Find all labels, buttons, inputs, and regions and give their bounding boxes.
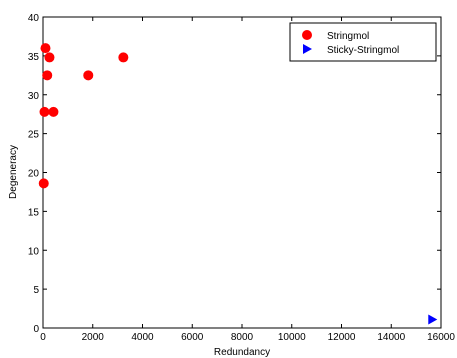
x-tick-label: 4000 bbox=[131, 332, 154, 343]
x-tick-label: 12000 bbox=[328, 332, 356, 343]
y-tick-label: 10 bbox=[28, 246, 40, 257]
y-tick-label: 15 bbox=[28, 207, 40, 218]
x-tick-label: 8000 bbox=[231, 332, 254, 343]
series-0-point bbox=[118, 52, 129, 63]
y-tick-label: 20 bbox=[28, 169, 40, 180]
y-tick-label: 5 bbox=[33, 285, 39, 296]
legend-label-1: Sticky-Stringmol bbox=[327, 45, 399, 56]
x-tick-label: 6000 bbox=[181, 332, 204, 343]
series-1-point bbox=[428, 314, 438, 325]
x-axis-label: Redundancy bbox=[214, 347, 270, 358]
x-tick-label: 16000 bbox=[427, 332, 455, 343]
x-tick-label: 14000 bbox=[377, 332, 405, 343]
series-0-point bbox=[83, 70, 94, 81]
plot-area bbox=[42, 16, 442, 329]
y-tick-label: 0 bbox=[33, 324, 39, 335]
series-0-point bbox=[38, 178, 49, 189]
series-0-point bbox=[39, 106, 50, 117]
x-axis: 0 2000 4000 6000 8000 10000 12000 14000 16000 bbox=[40, 17, 455, 343]
y-axis: 0 5 10 15 20 25 30 35 40 bbox=[28, 13, 441, 335]
x-tick-label: 10000 bbox=[278, 332, 306, 343]
y-tick-label: 30 bbox=[28, 91, 40, 102]
y-tick-label: 40 bbox=[28, 13, 40, 24]
data-points bbox=[38, 43, 438, 325]
y-tick-label: 25 bbox=[28, 130, 40, 141]
y-axis-label: Degeneracy bbox=[8, 145, 19, 199]
series-0-point bbox=[44, 52, 55, 63]
legend: Stringmol Sticky-Stringmol bbox=[289, 22, 437, 62]
legend-marker-1 bbox=[303, 44, 312, 54]
legend-label-0: Stringmol bbox=[327, 31, 369, 42]
series-0-point bbox=[40, 43, 51, 54]
legend-marker-0 bbox=[302, 30, 312, 40]
series-0-point bbox=[42, 70, 53, 81]
legend-box bbox=[289, 22, 437, 62]
y-tick-label: 35 bbox=[28, 52, 40, 63]
x-tick-label: 0 bbox=[40, 332, 46, 343]
x-tick-label: 2000 bbox=[82, 332, 105, 343]
series-0-point bbox=[48, 106, 59, 117]
